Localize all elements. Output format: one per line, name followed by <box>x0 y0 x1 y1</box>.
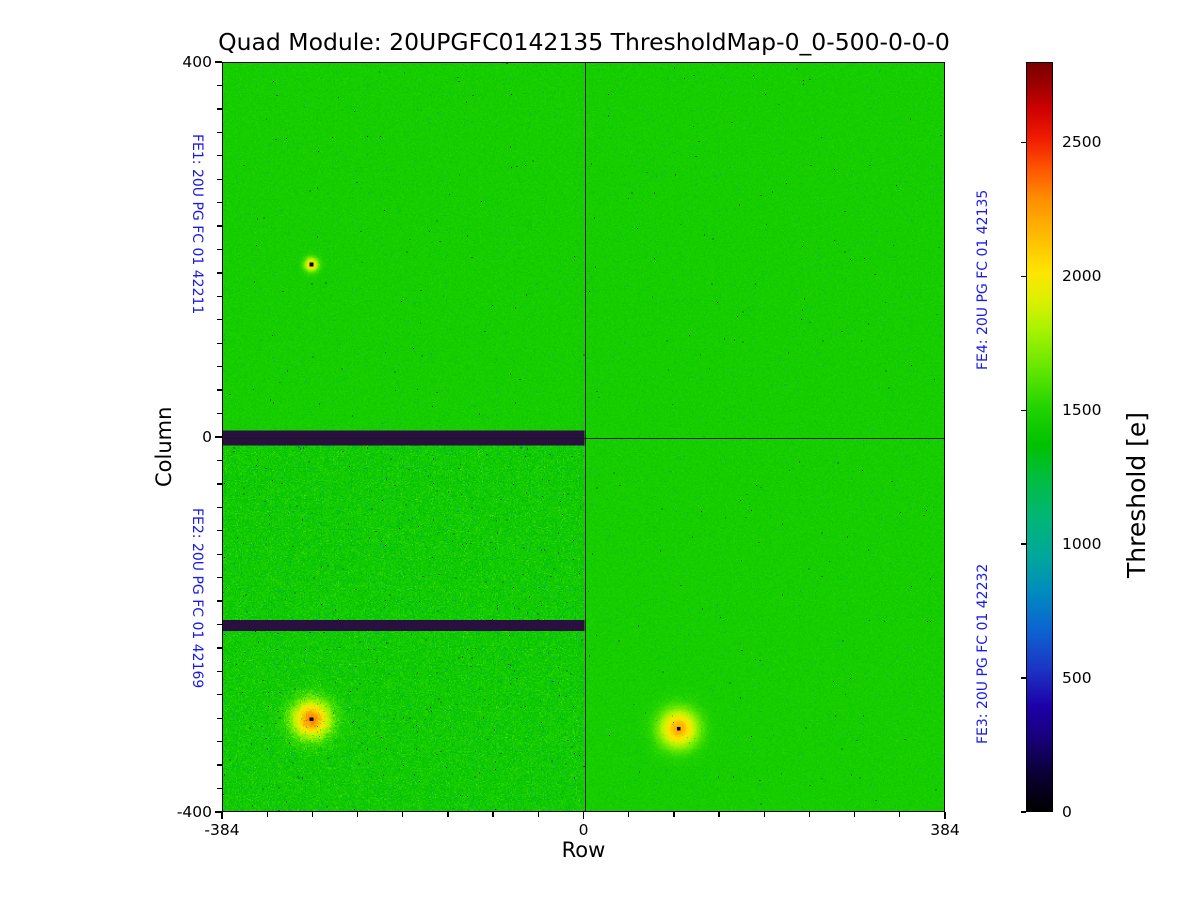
colorbar-tick <box>1021 275 1026 277</box>
quadrant-divider-horizontal <box>223 437 944 439</box>
y-axis-tick <box>217 717 222 719</box>
x-axis-tick <box>763 812 765 817</box>
colorbar-label: Threshold [e] <box>1122 411 1151 578</box>
page-title: Quad Module: 20UPGFC0142135 ThresholdMap… <box>218 28 950 56</box>
colorbar-tick-label: 1000 <box>1062 535 1102 554</box>
colorbar-tick-label: 500 <box>1062 669 1092 688</box>
x-axis-tick <box>311 812 314 817</box>
x-axis-tick <box>673 812 675 817</box>
x-axis-tick <box>628 812 630 817</box>
x-axis-tick <box>582 812 585 819</box>
y-axis-tick-label: -400 <box>176 803 212 821</box>
y-axis-tick <box>217 131 222 133</box>
y-axis-tick <box>217 741 222 743</box>
x-axis-tick <box>853 812 856 817</box>
heatmap-axes[interactable] <box>222 62 945 812</box>
x-axis-tick <box>944 812 946 819</box>
y-axis-tick <box>217 412 222 415</box>
threshold-heatmap-image <box>223 63 944 811</box>
colorbar-tick-label: 2000 <box>1062 267 1102 286</box>
y-axis-tick <box>217 647 222 649</box>
colorbar-tick <box>1021 543 1026 545</box>
y-axis-tick <box>217 623 222 626</box>
y-axis-tick <box>217 483 222 485</box>
fe-label-fe4: FE4: 20U PG FC 01 42135 <box>975 189 991 370</box>
colorbar-tick <box>1021 409 1026 411</box>
y-axis-tick <box>217 84 222 87</box>
x-axis-tick <box>492 812 494 817</box>
y-axis-tick <box>217 600 222 602</box>
y-axis-tick <box>217 366 222 368</box>
x-axis-label: Row <box>561 838 606 862</box>
y-axis-tick <box>217 319 222 321</box>
colorbar-tick-label: 2500 <box>1062 133 1102 152</box>
x-axis-tick <box>447 812 449 817</box>
y-axis-label: Column <box>152 406 176 487</box>
x-axis-tick <box>718 812 720 817</box>
x-axis-tick <box>808 812 811 817</box>
y-axis-tick <box>217 576 222 579</box>
x-axis-tick <box>402 812 404 817</box>
y-axis-tick <box>217 764 222 766</box>
y-axis-tick <box>217 694 222 696</box>
y-axis-tick <box>217 389 222 391</box>
y-axis-tick <box>217 178 222 180</box>
y-axis-tick <box>217 201 222 204</box>
fe-label-fe2: FE2: 20U PG FC 01 42169 <box>189 508 205 689</box>
fe-label-fe1: FE1: 20U PG FC 01 42211 <box>189 134 205 315</box>
colorbar-tick-label: 0 <box>1062 803 1072 821</box>
colorbar-tick <box>1021 141 1026 143</box>
colorbar-tick-label: 1500 <box>1062 401 1102 420</box>
quadrant-divider-vertical <box>584 63 586 811</box>
y-axis-tick <box>215 436 222 438</box>
y-axis-tick <box>217 506 222 508</box>
y-axis-tick <box>217 155 222 157</box>
colorbar[interactable] <box>1026 62 1053 812</box>
fe-label-fe3: FE3: 20U PG FC 01 42232 <box>975 563 991 744</box>
y-axis-tick <box>217 530 222 532</box>
y-axis-tick <box>217 295 222 298</box>
x-axis-tick-label: -384 <box>204 821 240 839</box>
y-axis-tick <box>217 342 222 344</box>
y-axis-tick <box>217 553 222 555</box>
y-axis-tick <box>215 61 222 63</box>
y-axis-tick <box>217 272 222 274</box>
y-axis-tick-label: 0 <box>202 428 212 446</box>
x-axis-tick <box>356 812 359 817</box>
y-axis-tick <box>217 225 222 227</box>
y-axis-tick <box>215 811 222 813</box>
y-axis-tick <box>217 670 222 673</box>
y-axis-tick <box>217 787 222 790</box>
x-axis-tick-label: 0 <box>578 821 589 839</box>
y-axis-tick-label: 400 <box>182 53 212 71</box>
colorbar-tick <box>1021 677 1026 679</box>
x-axis-tick <box>266 812 268 817</box>
y-axis-tick <box>217 108 222 110</box>
x-axis-tick-label: 384 <box>930 821 960 839</box>
x-axis-tick <box>537 812 539 817</box>
x-axis-tick <box>899 812 901 817</box>
y-axis-tick <box>217 459 222 462</box>
colorbar-tick <box>1021 811 1026 813</box>
x-axis-tick <box>221 812 223 819</box>
y-axis-tick <box>217 248 222 251</box>
